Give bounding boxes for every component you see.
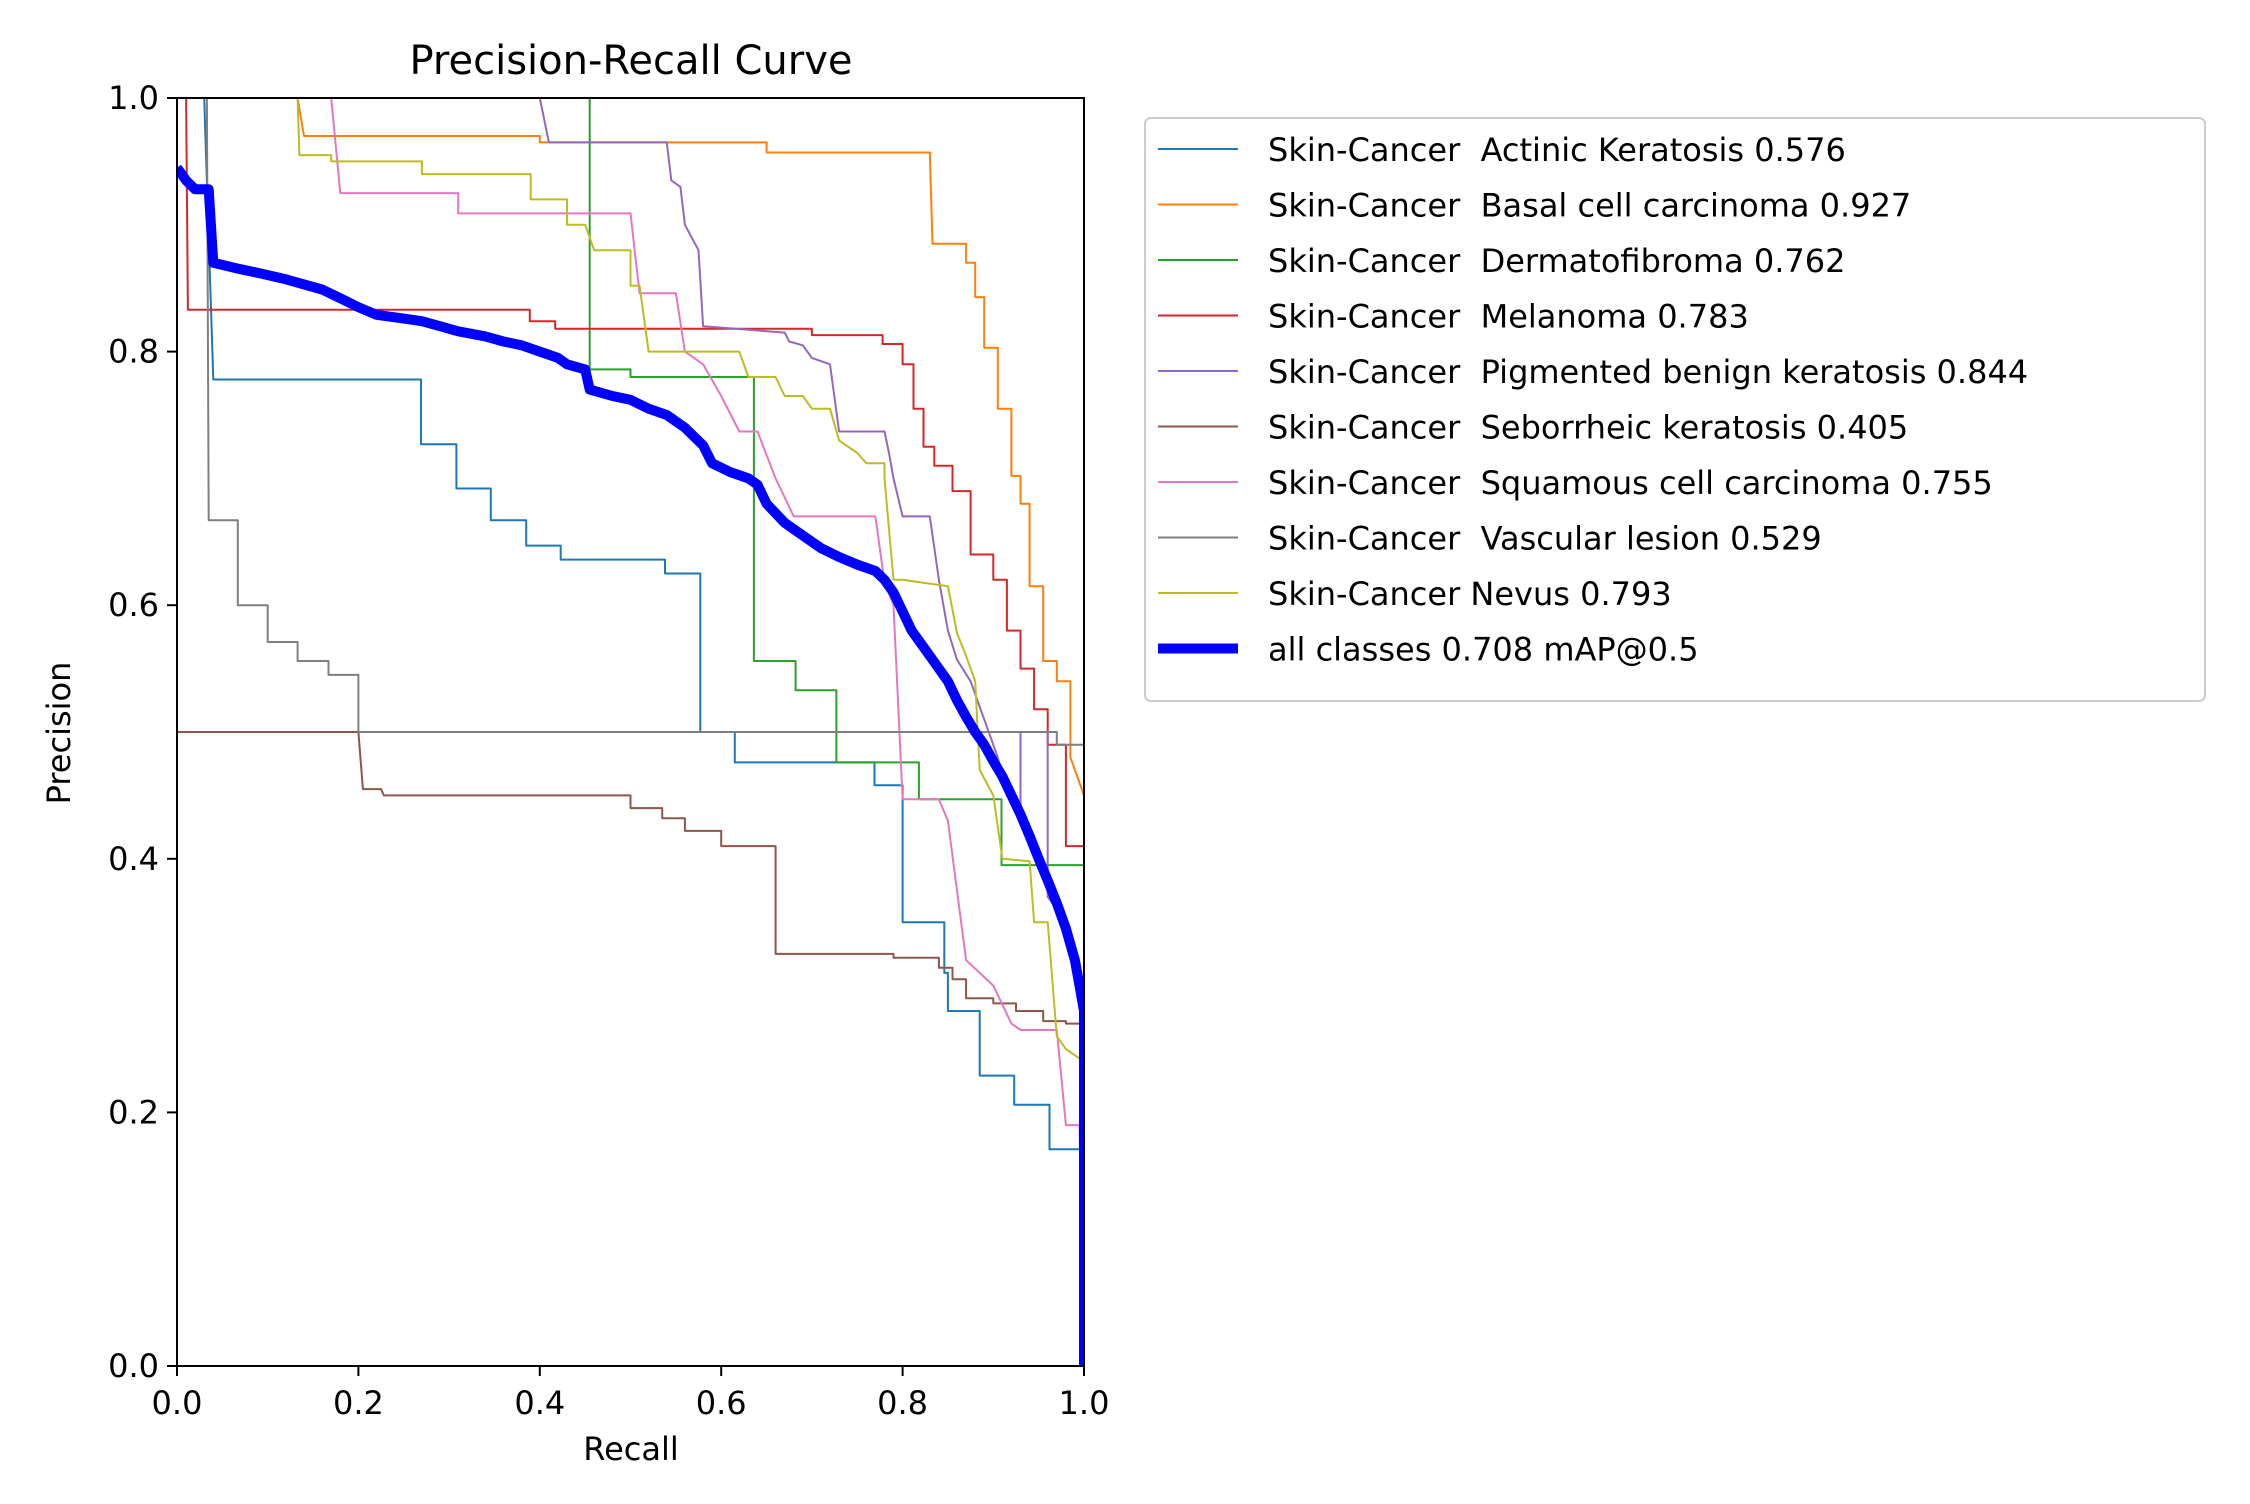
series-line-6 (330, 97, 1085, 1367)
legend-entry: Skin-Cancer Basal cell carcinoma 0.927 (1268, 187, 1911, 225)
series-line-3 (177, 97, 1085, 1366)
y-tick-label: 0.0 (108, 1347, 159, 1385)
series-line-5 (177, 731, 1085, 1366)
legend-entry: Skin-Cancer Melanoma 0.783 (1268, 298, 1749, 336)
series-line-2 (588, 98, 1085, 1366)
x-tick-label: 0.4 (514, 1384, 565, 1422)
legend-entry: all classes 0.708 mAP@0.5 (1268, 631, 1699, 669)
x-tick-label: 0.8 (877, 1384, 928, 1422)
series-line-7 (205, 97, 1085, 1366)
y-axis-label: Precision (40, 662, 78, 805)
plot-area: 0.0 0.2 0.4 0.6 0.8 1.0 0.0 0.2 0.4 0.6 0.8 1.0 (108, 79, 1109, 1422)
series-group (177, 97, 1085, 1367)
chart-title: Precision-Recall Curve (410, 38, 853, 84)
y-tick-label: 1.0 (108, 79, 159, 117)
y-tick-label: 0.6 (108, 586, 159, 624)
y-tick-label: 0.2 (108, 1093, 159, 1131)
series-line-9 (177, 164, 1085, 1366)
legend-entry: Skin-Cancer Nevus 0.793 (1268, 575, 1672, 613)
y-tick-label: 0.4 (108, 840, 159, 878)
legend-entry: Skin-Cancer Squamous cell carcinoma 0.75… (1268, 464, 1993, 502)
legend-entry: Skin-Cancer Pigmented benign keratosis 0… (1268, 353, 2028, 391)
legend-frame (1144, 117, 2206, 702)
series-line-8 (296, 97, 1085, 1366)
series-line-4 (538, 97, 1085, 1366)
x-tick-label: 1.0 (1059, 1384, 1110, 1422)
legend-entry: Skin-Cancer Dermatofibroma 0.762 (1268, 242, 1845, 280)
series-line-1 (296, 97, 1085, 1366)
x-tick-label: 0.0 (152, 1384, 203, 1422)
y-tick-label: 0.8 (108, 333, 159, 371)
legend: Skin-Cancer Actinic Keratosis 0.576 Skin-… (1144, 117, 2206, 702)
legend-entry: Skin-Cancer Actinic Keratosis 0.576 (1268, 131, 1846, 169)
x-tick-label: 0.2 (333, 1384, 384, 1422)
x-tick-label: 0.6 (696, 1384, 747, 1422)
legend-entry: Skin-Cancer Vascular lesion 0.529 (1268, 520, 1822, 558)
x-axis-label: Recall (583, 1430, 678, 1468)
plot-frame (176, 97, 1085, 1367)
legend-entry: Skin-Cancer Seborrheic keratosis 0.405 (1268, 409, 1908, 447)
